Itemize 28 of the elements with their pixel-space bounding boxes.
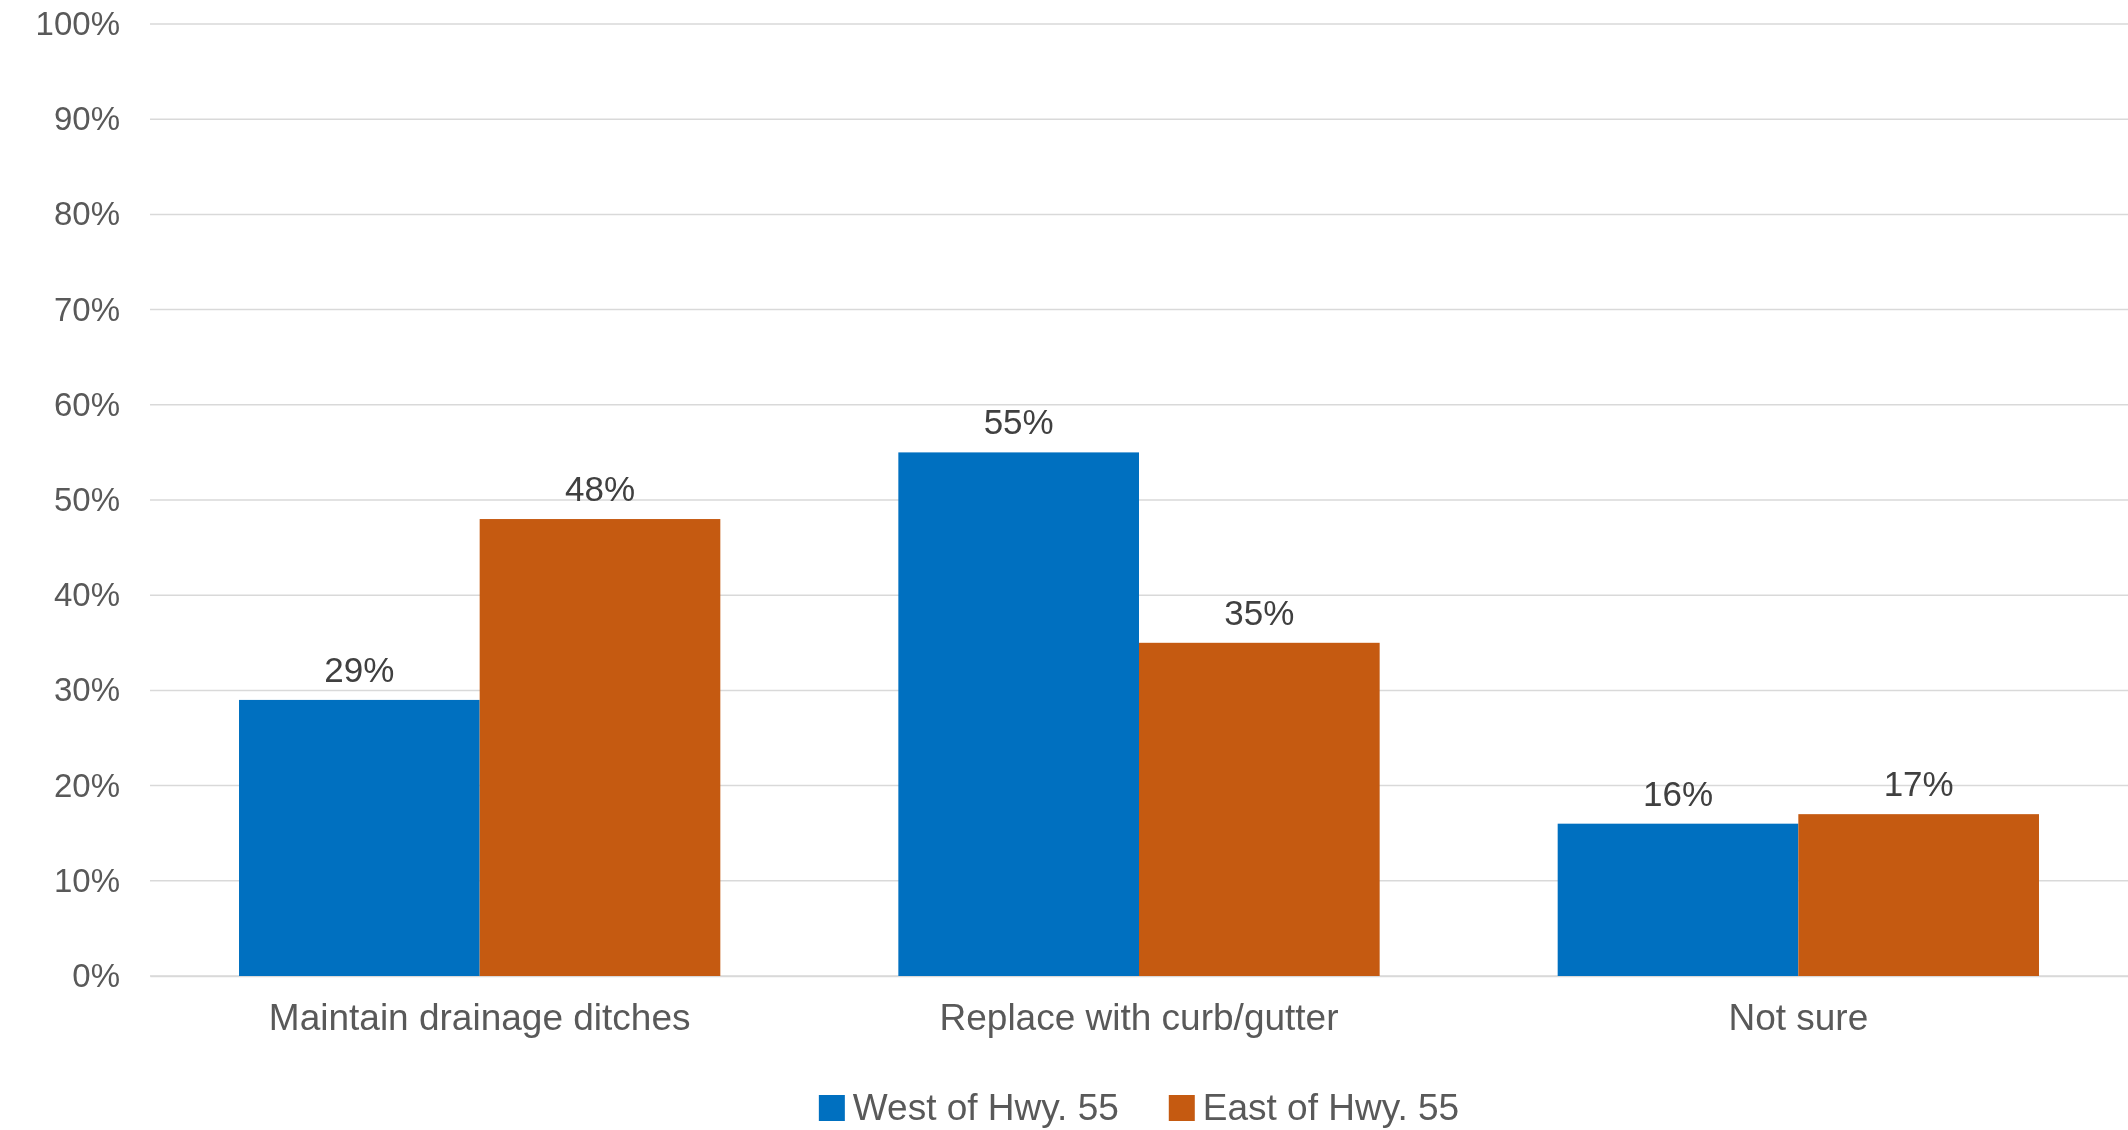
bar [1798, 814, 2039, 976]
bar [898, 452, 1139, 976]
y-tick-label: 30% [53, 671, 120, 709]
x-tick-label: Maintain drainage ditches [268, 997, 691, 1039]
legend-label: West of Hwy. 55 [852, 1087, 1119, 1128]
bar [479, 519, 721, 976]
y-tick-label: 70% [53, 290, 120, 328]
bar [239, 699, 480, 976]
legend-label: East of Hwy. 55 [1202, 1087, 1460, 1128]
y-tick-label: 100% [35, 5, 120, 43]
y-tick-label: 10% [53, 861, 120, 899]
x-tick-label: Not sure [1728, 997, 1869, 1039]
y-tick-label: 50% [53, 481, 120, 519]
data-label: 35% [1224, 592, 1295, 632]
y-tick-label: 60% [53, 385, 120, 423]
y-tick-label: 40% [53, 576, 120, 614]
bar [1139, 642, 1380, 976]
bar [1557, 823, 1799, 976]
y-tick-label: 80% [53, 195, 120, 233]
data-label: 55% [983, 402, 1054, 442]
data-label: 48% [564, 469, 636, 509]
data-label: 16% [1642, 773, 1714, 813]
x-tick-label: Replace with curb/gutter [939, 997, 1339, 1039]
y-tick-label: 20% [53, 766, 120, 804]
data-label: 17% [1883, 764, 1954, 804]
y-tick-label: 90% [53, 100, 120, 138]
data-label: 29% [324, 649, 395, 689]
y-tick-label: 0% [72, 957, 120, 995]
